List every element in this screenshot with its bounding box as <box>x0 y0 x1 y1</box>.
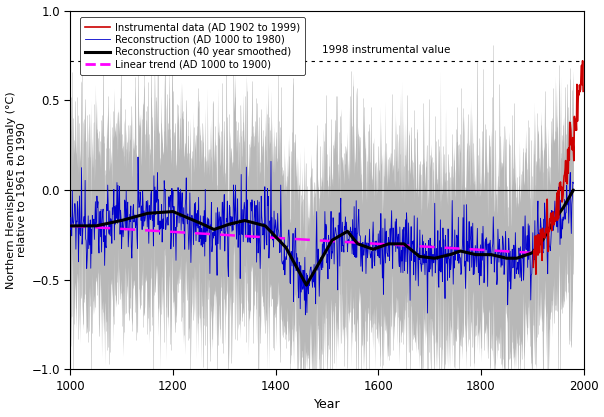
Y-axis label: Northern Hemisphere anomaly (°C)
relative to 1961 to 1990: Northern Hemisphere anomaly (°C) relativ… <box>5 91 27 289</box>
Legend: Instrumental data (AD 1902 to 1999), Reconstruction (AD 1000 to 1980), Reconstru: Instrumental data (AD 1902 to 1999), Rec… <box>80 18 306 75</box>
X-axis label: Year: Year <box>313 399 340 412</box>
Text: 1998 instrumental value: 1998 instrumental value <box>322 45 450 55</box>
